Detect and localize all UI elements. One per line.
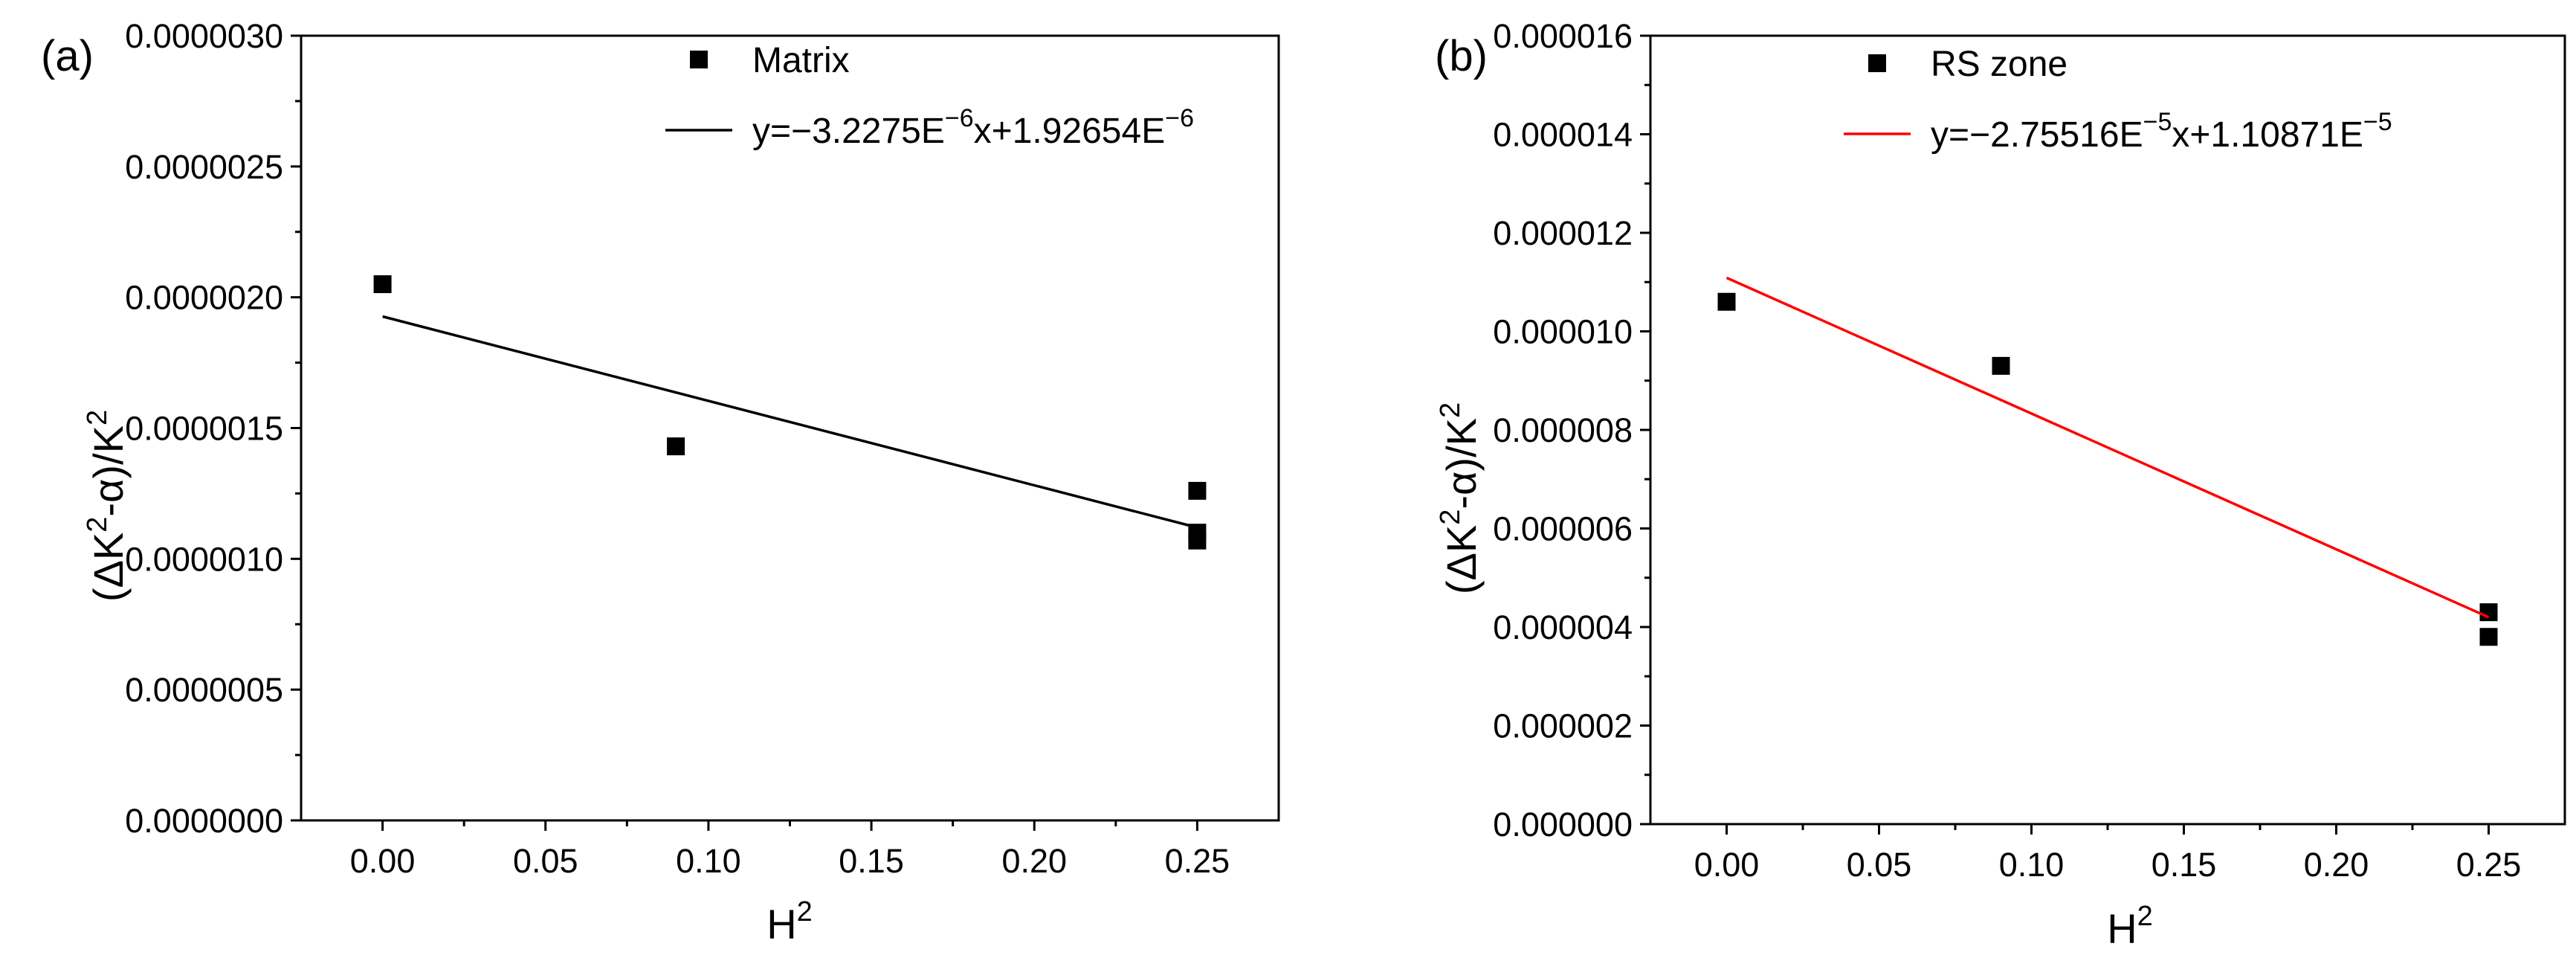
y-tick-label: 0.0000030 [125, 17, 283, 55]
panel-b-marks [1717, 276, 2498, 646]
data-point [1717, 292, 1736, 311]
panel-a-marks [373, 275, 1207, 550]
panel-a-legend: Matrix y=−3.2275E−6x+1.92654E−6 [665, 41, 1194, 151]
legend-series-label: RS zone [1931, 45, 2067, 84]
x-tick-label: 0.00 [1694, 846, 1760, 884]
panel-b-x-axis-title: H2 [2107, 901, 2153, 952]
x-tick-label: 0.10 [676, 842, 741, 880]
x-tick-label: 0.00 [350, 842, 416, 880]
panel-b-ticks: 0.00 0.05 0.10 0.15 0.20 0.25 0.000000 0.000002… [1493, 17, 2521, 884]
y-tick-label: 0.000010 [1493, 313, 1633, 351]
y-tick-label: 0.000008 [1493, 411, 1633, 449]
data-point [2479, 628, 2498, 646]
panel-a-label: (a) [41, 32, 94, 80]
y-tick-label: 0.000012 [1493, 214, 1633, 252]
legend-series-label: Matrix [752, 41, 850, 80]
x-tick-label: 0.15 [839, 842, 904, 880]
x-tick-label: 0.25 [1165, 842, 1230, 880]
panel-b-chart: (b) 0.00 0.05 0.10 0.15 0.20 0.250.0000000.00… [1435, 17, 2566, 952]
y-tick-label: 0.0000000 [125, 802, 283, 840]
data-point [1188, 481, 1207, 500]
legend-fit-equation: y=−3.2275E−6x+1.92654E−6 [752, 104, 1194, 151]
x-tick-label: 0.25 [2456, 846, 2522, 884]
x-tick-label: 0.10 [1999, 846, 2065, 884]
panel-b-legend: RS zone y=−2.75516E−5x+1.10871E−5 [1844, 45, 2392, 155]
y-tick-label: 0.0000010 [125, 540, 283, 578]
y-tick-label: 0.0000005 [125, 671, 283, 709]
y-tick-label: 0.000004 [1493, 608, 1633, 646]
y-tick-label: 0.000000 [1493, 806, 1633, 843]
y-tick-label: 0.0000015 [125, 410, 283, 448]
y-tick-label: 0.000006 [1493, 510, 1633, 548]
legend-marker-symbol [1868, 54, 1886, 72]
data-point [373, 275, 392, 294]
panel-a-ticks: 0.00 0.05 0.10 0.15 0.20 0.25 0.0000000 0.00000… [125, 17, 1230, 880]
data-point [1992, 356, 2010, 375]
y-tick-label: 0.0000025 [125, 148, 283, 186]
plot-frame [300, 34, 1280, 822]
legend-marker-symbol [690, 51, 708, 68]
fit-line [382, 315, 1198, 529]
data-point [667, 437, 685, 456]
legend-fit-equation: y=−2.75516E−5x+1.10871E−5 [1931, 108, 2392, 155]
y-tick-label: 0.0000020 [125, 279, 283, 317]
panel-b-label: (b) [1435, 32, 1488, 80]
panel-a-axes [300, 34, 1280, 822]
y-tick-label: 0.000016 [1493, 17, 1633, 55]
x-tick-label: 0.15 [2151, 846, 2217, 884]
x-tick-label: 0.05 [1847, 846, 1912, 884]
x-tick-label: 0.20 [1001, 842, 1067, 880]
data-point [1188, 531, 1207, 550]
x-tick-label: 0.05 [513, 842, 578, 880]
panel-a-x-axis-title: H2 [766, 896, 813, 948]
panel-a-y-axis-title: (ΔK2-α)/K2 [82, 410, 132, 602]
y-tick-label: 0.000014 [1493, 116, 1633, 154]
panel-a-chart: (a) 0.00 0.05 0.10 0.15 0.20 0.250.00000000.0… [41, 17, 1280, 948]
fit-line [1726, 276, 2490, 619]
panel-b-y-axis-title: (ΔK2-α)/K2 [1435, 402, 1485, 594]
y-tick-label: 0.000002 [1493, 707, 1633, 745]
data-point [2479, 603, 2498, 622]
x-tick-label: 0.20 [2304, 846, 2369, 884]
